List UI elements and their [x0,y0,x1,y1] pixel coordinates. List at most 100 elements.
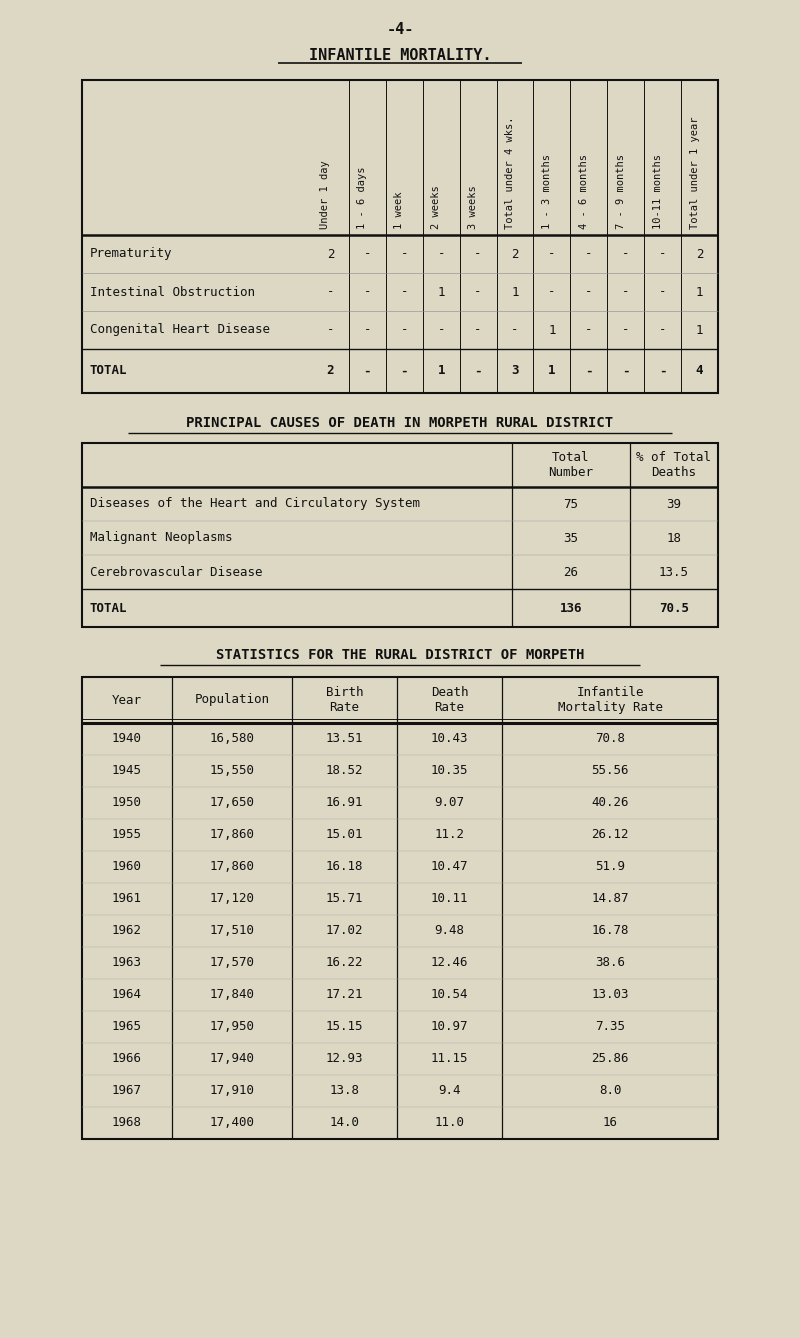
Text: 16.78: 16.78 [591,925,629,938]
Text: % of Total
Deaths: % of Total Deaths [637,451,711,479]
Text: Population: Population [194,693,270,706]
Text: 1945: 1945 [112,764,142,777]
Text: Diseases of the Heart and Circulatory System: Diseases of the Heart and Circulatory Sy… [90,498,420,511]
Text: STATISTICS FOR THE RURAL DISTRICT OF MORPETH: STATISTICS FOR THE RURAL DISTRICT OF MOR… [216,648,584,662]
Text: 14.0: 14.0 [330,1116,359,1129]
Text: 17,570: 17,570 [210,957,254,970]
Text: -: - [511,324,518,336]
Text: 1: 1 [438,285,445,298]
Text: 9.07: 9.07 [434,796,465,809]
Text: 16.91: 16.91 [326,796,363,809]
Text: 16,580: 16,580 [210,732,254,745]
Text: 2: 2 [326,248,334,261]
Text: INFANTILE MORTALITY.: INFANTILE MORTALITY. [309,48,491,63]
Text: 9.48: 9.48 [434,925,465,938]
Text: 26.12: 26.12 [591,828,629,842]
Text: 1 - 6 days: 1 - 6 days [358,166,367,229]
Text: 11.2: 11.2 [434,828,465,842]
Bar [82,443,718,628]
Text: 1940: 1940 [112,732,142,745]
Text: 1966: 1966 [112,1053,142,1065]
Text: 17,860: 17,860 [210,828,254,842]
Text: 1: 1 [696,285,703,298]
Text: Total under 1 year: Total under 1 year [690,116,699,229]
Text: -: - [438,248,445,261]
Text: 2: 2 [696,248,703,261]
Text: 13.5: 13.5 [659,566,689,578]
Text: -: - [622,364,630,377]
Text: 1: 1 [438,364,445,377]
Text: 17,940: 17,940 [210,1053,254,1065]
Text: 39: 39 [666,498,682,511]
Text: -: - [585,364,593,377]
Text: -: - [585,324,593,336]
Text: -: - [401,364,408,377]
Text: 4: 4 [696,364,703,377]
Text: 1955: 1955 [112,828,142,842]
Text: -: - [364,364,371,377]
Text: 16.22: 16.22 [326,957,363,970]
Text: 17,400: 17,400 [210,1116,254,1129]
Text: 40.26: 40.26 [591,796,629,809]
Text: 1964: 1964 [112,989,142,1002]
Text: 1: 1 [696,324,703,336]
Text: -: - [326,324,334,336]
Text: -: - [659,364,666,377]
Text: Intestinal Obstruction: Intestinal Obstruction [90,285,255,298]
Text: 136: 136 [560,602,582,614]
Text: 11.0: 11.0 [434,1116,465,1129]
Text: 1965: 1965 [112,1021,142,1033]
Text: 8.0: 8.0 [598,1085,622,1097]
Text: -: - [364,324,371,336]
Text: 1961: 1961 [112,892,142,906]
Text: -4-: -4- [386,23,414,37]
Text: -: - [585,285,593,298]
Text: 17.02: 17.02 [326,925,363,938]
Text: 10.97: 10.97 [430,1021,468,1033]
Text: 1: 1 [511,285,518,298]
Text: Birth
Rate: Birth Rate [326,686,363,714]
Text: -: - [401,248,408,261]
Text: -: - [364,285,371,298]
Text: 10.47: 10.47 [430,860,468,874]
Text: Malignant Neoplasms: Malignant Neoplasms [90,531,233,545]
Text: 17,910: 17,910 [210,1085,254,1097]
Text: 17,860: 17,860 [210,860,254,874]
Text: 15.01: 15.01 [326,828,363,842]
Text: 55.56: 55.56 [591,764,629,777]
Text: 1968: 1968 [112,1116,142,1129]
Text: -: - [474,248,482,261]
Text: 18.52: 18.52 [326,764,363,777]
Text: 1960: 1960 [112,860,142,874]
Bar [82,80,718,393]
Text: -: - [401,324,408,336]
Text: 17,840: 17,840 [210,989,254,1002]
Text: 4 - 6 months: 4 - 6 months [579,154,589,229]
Text: 9.4: 9.4 [438,1085,461,1097]
Text: Total
Number: Total Number [549,451,594,479]
Text: 18: 18 [666,531,682,545]
Text: -: - [659,248,666,261]
Text: 11.15: 11.15 [430,1053,468,1065]
Text: 75: 75 [563,498,578,511]
Text: 13.8: 13.8 [330,1085,359,1097]
Text: 10.11: 10.11 [430,892,468,906]
Text: 12.46: 12.46 [430,957,468,970]
Text: 2 weeks: 2 weeks [431,185,441,229]
Text: 10-11 months: 10-11 months [653,154,662,229]
Text: 3 weeks: 3 weeks [468,185,478,229]
Text: -: - [438,324,445,336]
Text: -: - [659,285,666,298]
Text: 70.8: 70.8 [595,732,625,745]
Bar [82,677,718,1139]
Text: 10.43: 10.43 [430,732,468,745]
Text: -: - [474,364,482,377]
Text: 1963: 1963 [112,957,142,970]
Text: -: - [659,324,666,336]
Text: 7 - 9 months: 7 - 9 months [616,154,626,229]
Text: 1962: 1962 [112,925,142,938]
Text: 2: 2 [511,248,518,261]
Text: 13.03: 13.03 [591,989,629,1002]
Text: 16.18: 16.18 [326,860,363,874]
Text: 1967: 1967 [112,1085,142,1097]
